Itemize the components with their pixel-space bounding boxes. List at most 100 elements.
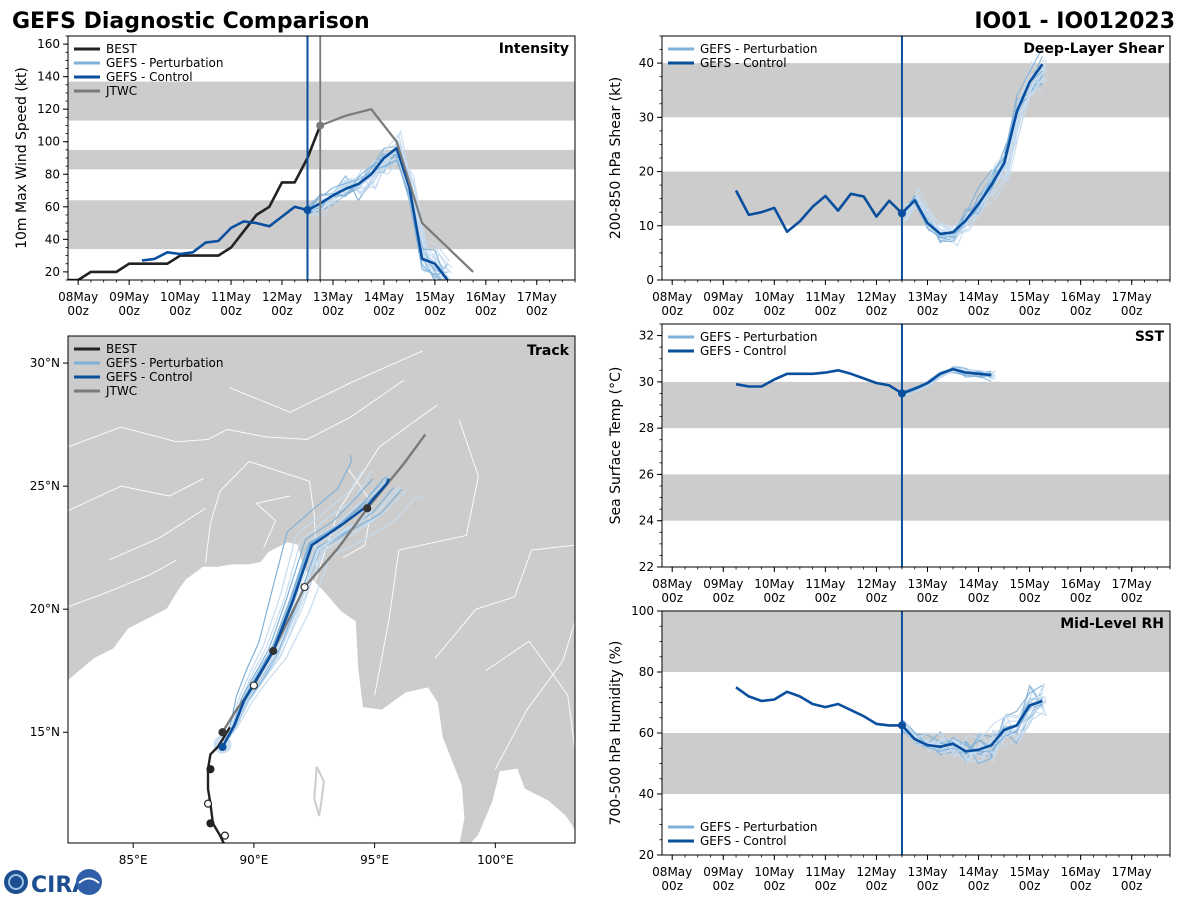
shear-xtick-label: 13May bbox=[907, 290, 947, 304]
intensity-ylabel: 10m Max Wind Speed (kt) bbox=[14, 67, 30, 249]
track-control-line bbox=[221, 478, 391, 748]
intensity-xtick-label-hour: 00z bbox=[526, 304, 548, 318]
sst-xtick-label-hour: 00z bbox=[1070, 591, 1092, 605]
sst-xtick-label-hour: 00z bbox=[917, 591, 939, 605]
legend-label-control: GEFS - Control bbox=[700, 834, 787, 848]
intensity-xtick-label-hour: 00z bbox=[271, 304, 293, 318]
rh-xtick-label: 15May bbox=[1010, 865, 1050, 879]
intensity-xtick-label-hour: 00z bbox=[67, 304, 89, 318]
track-jtwc-marker bbox=[363, 504, 372, 513]
sst-xtick-label: 16May bbox=[1061, 577, 1101, 591]
track-jtwc-marker bbox=[269, 646, 278, 656]
andaman-islands bbox=[313, 766, 325, 817]
rh-ytick-label: 20 bbox=[639, 848, 654, 862]
intensity-perturbation-member-18 bbox=[307, 159, 447, 280]
intensity-ytick-label: 120 bbox=[37, 102, 60, 116]
rh-xtick-label-hour: 00z bbox=[968, 879, 990, 893]
sst-xtick-label: 17May bbox=[1112, 577, 1152, 591]
intensity-xtick-label-hour: 00z bbox=[220, 304, 242, 318]
intensity-ytick-label: 60 bbox=[45, 200, 60, 214]
cira-logo: CIRA bbox=[4, 869, 102, 898]
intensity-ytick-label: 20 bbox=[45, 265, 60, 279]
track-best-marker bbox=[203, 799, 213, 808]
rh-plot-area bbox=[662, 611, 1170, 855]
shear-title: Deep-Layer Shear bbox=[1023, 41, 1164, 57]
rh-xtick-label-hour: 00z bbox=[1070, 879, 1092, 893]
shear-control-line bbox=[734, 63, 1044, 236]
intensity-xtick-label: 13May bbox=[313, 290, 353, 304]
admin-border-11 bbox=[255, 495, 291, 548]
intensity-xtick-label: 16May bbox=[466, 290, 506, 304]
intensity-xtick-label: 14May bbox=[364, 290, 404, 304]
rh-control-line bbox=[735, 686, 1043, 753]
legend-label-control: GEFS - Control bbox=[700, 344, 787, 358]
rh-xtick-label-hour: 00z bbox=[866, 879, 888, 893]
track-title: Track bbox=[527, 343, 570, 359]
track-lon-label: 90°E bbox=[239, 853, 268, 867]
admin-border-7 bbox=[494, 621, 575, 770]
intensity-xtick-label: 17May bbox=[517, 290, 557, 304]
legend-label-best: BEST bbox=[106, 42, 137, 56]
sst-xtick-label: 14May bbox=[959, 577, 999, 591]
track-lon-label: 85°E bbox=[119, 853, 148, 867]
sst-ytick-label: 22 bbox=[639, 560, 654, 574]
sst-xtick-label: 10May bbox=[754, 577, 794, 591]
sst-xtick-label: 13May bbox=[907, 577, 947, 591]
shear-xtick-label: 10May bbox=[754, 290, 794, 304]
shear-ytick-label: 30 bbox=[639, 110, 654, 124]
legend-label-control: GEFS - Control bbox=[106, 70, 193, 84]
intensity-control-init-marker bbox=[303, 206, 312, 215]
intensity-plot-area bbox=[68, 36, 575, 280]
track-plot-area bbox=[68, 336, 575, 843]
track-perturbation-member-9 bbox=[221, 454, 353, 748]
shear-xtick-label: 16May bbox=[1061, 290, 1101, 304]
intensity-xtick-label-hour: 00z bbox=[118, 304, 140, 318]
track-perturbation-member-18 bbox=[221, 478, 374, 748]
rh-xtick-label-hour: 00z bbox=[712, 879, 734, 893]
shear-xtick-label-hour: 00z bbox=[1019, 304, 1041, 318]
intensity-xtick-label: 12May bbox=[262, 290, 302, 304]
shear-xtick-label-hour: 00z bbox=[866, 304, 888, 318]
shear-xtick-label-hour: 00z bbox=[968, 304, 990, 318]
intensity-xtick-label: 11May bbox=[211, 290, 251, 304]
track-jtwc-marker bbox=[249, 681, 258, 690]
shear-xtick-label-hour: 00z bbox=[815, 304, 837, 318]
track-lon-label: 95°E bbox=[360, 853, 389, 867]
rh-control-init-marker bbox=[897, 721, 906, 730]
sst-xtick-label: 11May bbox=[805, 577, 845, 591]
shear-ytick-label: 0 bbox=[646, 273, 654, 287]
track-lat-label: 15°N bbox=[30, 725, 60, 739]
cira-globe-ring bbox=[8, 874, 24, 890]
rh-panel: 2040608010008May00z09May00z10May00z11May… bbox=[608, 604, 1171, 893]
intensity-band-1 bbox=[68, 149, 575, 170]
sst-panel: 22242628303208May00z09May00z10May00z11Ma… bbox=[608, 323, 1171, 605]
legend-label-control: GEFS - Control bbox=[700, 56, 787, 70]
intensity-ytick-label: 100 bbox=[37, 135, 60, 149]
sst-xtick-label-hour: 00z bbox=[764, 591, 786, 605]
intensity-xtick-label-hour: 00z bbox=[475, 304, 497, 318]
rh-xtick-label: 08May bbox=[652, 865, 692, 879]
track-best-marker bbox=[206, 819, 215, 828]
sst-xtick-label-hour: 00z bbox=[1019, 591, 1041, 605]
intensity-jtwc-line bbox=[319, 108, 474, 273]
intensity-ytick-label: 140 bbox=[37, 70, 60, 84]
track-best-line bbox=[206, 726, 231, 843]
sst-frame bbox=[661, 323, 1171, 568]
intensity-xtick-label: 08May bbox=[58, 290, 98, 304]
shear-ytick-label: 10 bbox=[639, 219, 654, 233]
rh-ytick-label: 80 bbox=[639, 665, 654, 679]
rh-ytick-label: 40 bbox=[639, 787, 654, 801]
rh-xtick-label-hour: 00z bbox=[1019, 879, 1041, 893]
sst-ylabel: Sea Surface Temp (°C) bbox=[608, 367, 624, 525]
sst-xtick-label-hour: 00z bbox=[815, 591, 837, 605]
legend-label-control: GEFS - Control bbox=[106, 370, 193, 384]
intensity-ytick-label: 80 bbox=[45, 167, 60, 181]
rh-band-1 bbox=[662, 611, 1170, 672]
shear-xtick-label: 17May bbox=[1112, 290, 1152, 304]
sst-xtick-label-hour: 00z bbox=[712, 591, 734, 605]
shear-xtick-label-hour: 00z bbox=[1070, 304, 1092, 318]
shear-xtick-label-hour: 00z bbox=[661, 304, 683, 318]
main-title: GEFS Diagnostic Comparison bbox=[12, 9, 370, 34]
rh-xtick-label: 13May bbox=[907, 865, 947, 879]
track-lat-label: 20°N bbox=[30, 602, 60, 616]
